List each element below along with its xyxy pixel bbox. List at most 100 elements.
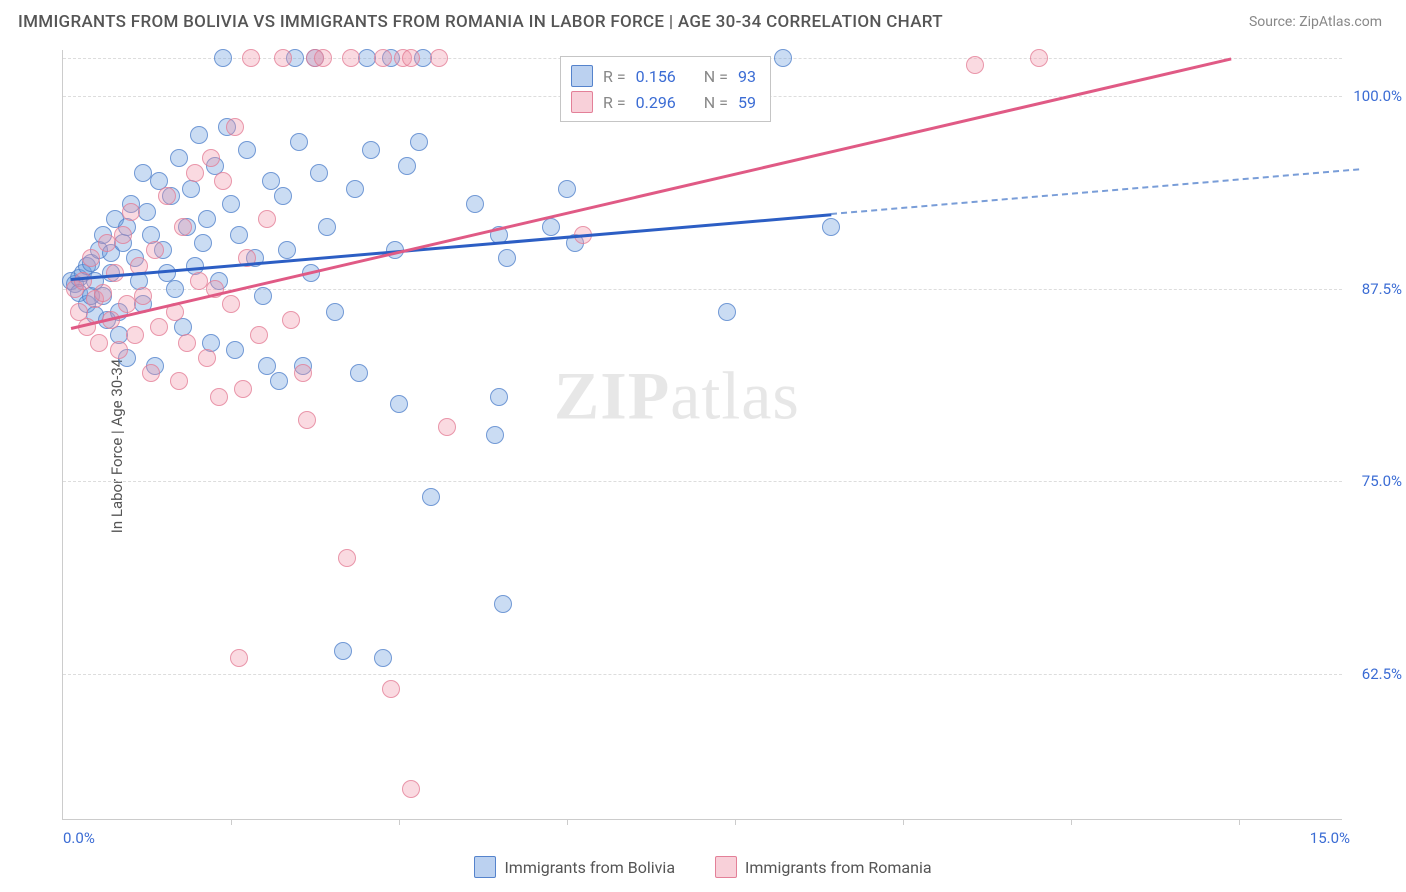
data-point (278, 241, 296, 259)
data-point (274, 187, 292, 205)
data-point (198, 349, 216, 367)
data-point (126, 326, 144, 344)
legend-row: R = 0.156 N = 93 (571, 63, 756, 89)
x-axis-max-label: 15.0% (1310, 829, 1350, 847)
y-tick-label: 62.5% (1362, 665, 1402, 683)
chart-title: IMMIGRANTS FROM BOLIVIA VS IMMIGRANTS FR… (18, 12, 943, 32)
data-point (82, 249, 100, 267)
gridline (63, 481, 1342, 482)
plot-area: ZIPatlas 0.0% 15.0% 62.5%75.0%87.5%100.0… (62, 50, 1342, 820)
correlation-legend: R = 0.156 N = 93 R = 0.296 N = 59 (560, 56, 771, 122)
data-point (250, 326, 268, 344)
data-point (282, 311, 300, 329)
data-point (158, 187, 176, 205)
source-label: Source: (1249, 14, 1299, 30)
data-point (326, 303, 344, 321)
data-point (362, 141, 380, 159)
legend-r-value: 0.296 (636, 93, 676, 112)
data-point (214, 172, 232, 190)
data-point (338, 549, 356, 567)
legend-r-label: R = (603, 67, 626, 86)
data-point (226, 341, 244, 359)
data-point (310, 164, 328, 182)
y-tick-label: 100.0% (1353, 87, 1402, 105)
data-point (558, 180, 576, 198)
data-point (542, 218, 560, 236)
data-point (274, 49, 292, 67)
data-point (134, 287, 152, 305)
legend-swatch (571, 91, 593, 113)
trend-line (831, 169, 1359, 216)
legend-n-label: N = (704, 67, 728, 86)
data-point (174, 218, 192, 236)
legend-swatch (715, 856, 737, 878)
data-point (146, 241, 164, 259)
data-point (290, 133, 308, 151)
x-tick (1071, 819, 1072, 825)
legend-swatch (571, 65, 593, 87)
data-point (382, 680, 400, 698)
data-point (1030, 49, 1048, 67)
legend-n-value: 93 (738, 67, 756, 86)
data-point (490, 388, 508, 406)
data-point (198, 210, 216, 228)
data-point (238, 141, 256, 159)
data-point (374, 649, 392, 667)
data-point (182, 180, 200, 198)
data-point (350, 364, 368, 382)
watermark-atlas: atlas (670, 358, 800, 434)
data-point (230, 649, 248, 667)
data-point (422, 488, 440, 506)
data-point (294, 364, 312, 382)
data-point (166, 280, 184, 298)
data-point (466, 195, 484, 213)
data-point (210, 388, 228, 406)
data-point (190, 126, 208, 144)
data-point (90, 334, 108, 352)
data-point (270, 372, 288, 390)
data-point (222, 195, 240, 213)
data-point (170, 372, 188, 390)
legend-n-value: 59 (738, 93, 756, 112)
data-point (194, 234, 212, 252)
data-point (74, 272, 92, 290)
series-legend: Immigrants from BoliviaImmigrants from R… (0, 856, 1406, 878)
data-point (494, 595, 512, 613)
x-tick (231, 819, 232, 825)
data-point (262, 172, 280, 190)
data-point (110, 341, 128, 359)
data-point (258, 357, 276, 375)
legend-label: Immigrants from Bolivia (504, 858, 675, 877)
legend-r-value: 0.156 (636, 67, 676, 86)
legend-n-label: N = (704, 93, 728, 112)
legend-item: Immigrants from Bolivia (474, 856, 675, 878)
data-point (402, 49, 420, 67)
gridline (63, 289, 1342, 290)
data-point (398, 157, 416, 175)
data-point (774, 49, 792, 67)
x-axis-min-label: 0.0% (63, 829, 95, 847)
data-point (94, 284, 112, 302)
data-point (150, 318, 168, 336)
data-point (142, 364, 160, 382)
data-point (410, 133, 428, 151)
data-point (374, 49, 392, 67)
data-point (222, 295, 240, 313)
data-point (342, 49, 360, 67)
legend-swatch (474, 856, 496, 878)
data-point (186, 164, 204, 182)
x-tick (399, 819, 400, 825)
data-point (334, 642, 352, 660)
gridline (63, 674, 1342, 675)
y-tick-label: 87.5% (1362, 280, 1402, 298)
data-point (346, 180, 364, 198)
data-point (178, 334, 196, 352)
data-point (258, 210, 276, 228)
data-point (390, 395, 408, 413)
data-point (498, 249, 516, 267)
legend-r-label: R = (603, 93, 626, 112)
data-point (402, 780, 420, 798)
data-point (430, 49, 448, 67)
x-tick (903, 819, 904, 825)
y-tick-label: 75.0% (1362, 472, 1402, 490)
